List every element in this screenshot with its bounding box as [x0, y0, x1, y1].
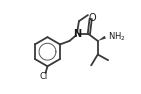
Text: NH$_2$: NH$_2$ — [108, 30, 126, 43]
Polygon shape — [98, 36, 106, 41]
Text: N: N — [73, 29, 82, 39]
Text: Cl: Cl — [39, 72, 47, 81]
Text: O: O — [88, 13, 96, 23]
